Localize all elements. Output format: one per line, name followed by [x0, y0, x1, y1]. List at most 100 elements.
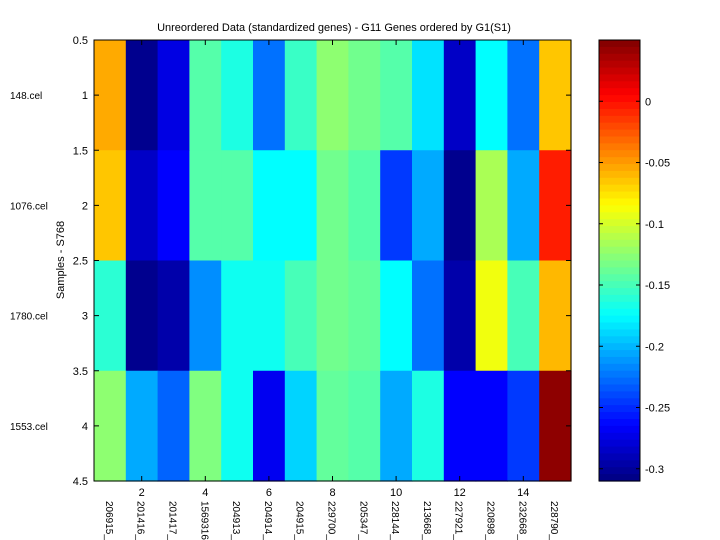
- colorbar-swatch: [599, 356, 640, 365]
- colorbar-swatch: [599, 239, 640, 248]
- heatmap-cell: [443, 40, 477, 151]
- column-label: 1569316: [198, 501, 209, 540]
- colorbar-swatch: [599, 363, 640, 372]
- colorbar-swatch: [599, 274, 640, 282]
- heatmap-cell: [412, 260, 445, 372]
- heatmap-cell: [475, 40, 508, 151]
- colorbar-swatch: [599, 177, 640, 186]
- chart-title: Unreordered Data (standardized genes) - …: [157, 22, 511, 34]
- heatmap-cell: [94, 150, 127, 262]
- x-tick-label: 10: [390, 487, 402, 499]
- heatmap-cell: [348, 260, 381, 372]
- heatmap-cell: [253, 370, 286, 482]
- column-label: 232668_: [516, 501, 527, 540]
- heatmap-cell: [475, 370, 508, 482]
- colorbar-swatch: [599, 74, 640, 82]
- heatmap-cell: [125, 40, 159, 151]
- y-tick-label: 3: [82, 311, 88, 323]
- colorbar-swatch: [599, 350, 640, 358]
- heatmap-cell: [284, 370, 318, 482]
- heatmap-cell: [125, 260, 159, 372]
- heatmap-cell: [125, 370, 159, 482]
- colorbar-swatch: [599, 150, 640, 158]
- heatmap-cell: [189, 370, 222, 482]
- colorbar-swatch: [599, 260, 640, 268]
- x-tick-label: 4: [202, 487, 208, 499]
- heatmap-cell: [380, 370, 413, 482]
- column-label: 205347_: [357, 501, 368, 540]
- colorbar-swatch: [599, 246, 640, 255]
- heatmap-cell: [348, 370, 381, 482]
- heatmap-cell: [221, 150, 254, 262]
- heatmap-cell: [348, 150, 381, 262]
- heatmap-cell: [253, 260, 286, 372]
- column-label: 228144_: [389, 501, 400, 540]
- heatmap-cell: [443, 260, 477, 372]
- heatmap-cell: [507, 260, 540, 372]
- colorbar-swatch: [599, 129, 640, 138]
- y-tick-label: 2: [82, 200, 88, 212]
- colorbar-tick-label: -0.1: [645, 219, 664, 231]
- heatmap-cell: [412, 150, 445, 262]
- row-label: 1076.cel: [10, 201, 48, 212]
- colorbar-swatch: [599, 226, 640, 234]
- heatmap-cell: [443, 150, 477, 262]
- colorbar-swatch: [599, 122, 640, 131]
- colorbar-swatch: [599, 384, 640, 393]
- colorbar-swatch: [599, 288, 640, 296]
- heatmap-cell: [221, 370, 254, 482]
- colorbar-swatch: [599, 46, 640, 55]
- heatmap-cell: [221, 40, 254, 151]
- heatmap-cell: [475, 150, 508, 262]
- colorbar-swatch: [599, 377, 640, 386]
- colorbar-tick-label: 0: [645, 96, 651, 108]
- heatmap-axes: 0.5 1 1.5 2 2.5 3 3.5 4 4.5 2 4 6 8 10 12 14 148.cel 1076…: [10, 35, 572, 540]
- heatmap-cell: [507, 150, 540, 262]
- colorbar-swatch: [599, 198, 640, 206]
- colorbar-swatch: [599, 136, 640, 144]
- colorbar-swatch: [599, 253, 640, 262]
- heatmap-cell: [507, 370, 540, 482]
- y-tick-label: 4: [82, 421, 88, 433]
- heatmap-cell: [284, 260, 318, 372]
- x-tick-label: 6: [266, 487, 272, 499]
- colorbar-swatch: [599, 81, 640, 89]
- colorbar-swatch: [599, 184, 640, 193]
- colorbar-tick-label: -0.2: [645, 341, 664, 353]
- y-tick-label: 1: [82, 90, 88, 102]
- column-label: 204913_: [230, 501, 241, 540]
- colorbar-swatch: [599, 267, 640, 275]
- column-label: 201416_: [135, 501, 146, 540]
- colorbar-swatch: [599, 412, 640, 420]
- colorbar-frame: [598, 39, 641, 482]
- heatmap-cell: [157, 150, 190, 262]
- x-tick-label: 14: [517, 487, 529, 499]
- colorbar-swatch: [599, 143, 640, 151]
- colorbar-swatch: [599, 308, 640, 317]
- heatmap-cell: [412, 40, 445, 151]
- y-tick-label: 0.5: [73, 35, 88, 47]
- colorbar: 0 -0.05 -0.1 -0.15 -0.2 -0.25 -0.3: [598, 39, 670, 482]
- colorbar-swatch: [599, 467, 640, 475]
- column-label: 204914_: [262, 501, 273, 540]
- heatmap-cell: [189, 40, 222, 151]
- x-tick-label: 2: [139, 487, 145, 499]
- colorbar-swatch: [599, 453, 640, 461]
- heatmap-cell: [253, 40, 286, 151]
- heatmap-cell: [157, 370, 190, 482]
- heatmap-cell: [94, 370, 127, 482]
- heatmap-cell: [157, 260, 190, 372]
- colorbar-swatch: [599, 164, 640, 172]
- y-tick-label: 4.5: [73, 476, 88, 488]
- heatmap-cell: [380, 260, 413, 372]
- column-label: 227921_: [453, 501, 464, 540]
- colorbar-swatch: [599, 405, 640, 413]
- colorbar-tick-label: -0.05: [645, 158, 670, 170]
- y-tick-label: 1.5: [73, 145, 88, 157]
- column-label: 228790_: [548, 501, 559, 540]
- colorbar-swatch: [599, 205, 640, 213]
- colorbar-swatch: [599, 446, 640, 455]
- colorbar-swatch: [599, 212, 640, 220]
- colorbar-swatch: [599, 40, 640, 48]
